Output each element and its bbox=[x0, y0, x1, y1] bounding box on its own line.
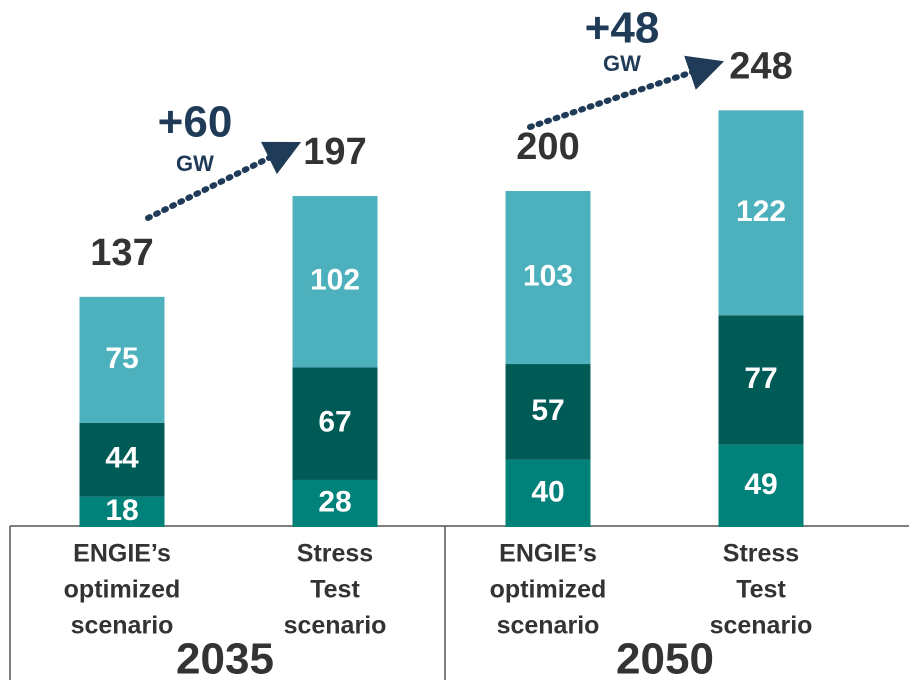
growth-arrow bbox=[527, 55, 725, 130]
x-tick-label: scenario bbox=[497, 612, 600, 640]
segment-label: 67 bbox=[318, 406, 351, 439]
x-tick-label: optimized bbox=[64, 576, 181, 604]
x-tick-label: scenario bbox=[284, 612, 387, 640]
total-label: 197 bbox=[303, 131, 366, 173]
x-tick-label: scenario bbox=[71, 612, 174, 640]
segment-label: 75 bbox=[105, 342, 138, 375]
segment-label: 40 bbox=[531, 475, 564, 508]
x-tick-label: scenario bbox=[710, 612, 813, 640]
annotation-unit: GW bbox=[603, 51, 641, 76]
x-tick-label: Stress bbox=[297, 540, 373, 568]
x-tick-label: ENGIE’s bbox=[499, 540, 597, 568]
segment-label: 103 bbox=[523, 259, 573, 292]
bar-segment bbox=[79, 296, 165, 423]
bar-segment bbox=[718, 315, 804, 445]
bar-segment bbox=[292, 196, 378, 368]
segment-label: 28 bbox=[318, 485, 351, 518]
x-tick-label: ENGIE’s bbox=[73, 540, 171, 568]
x-tick-label: Stress bbox=[723, 540, 799, 568]
group-label: 2035 bbox=[176, 635, 274, 684]
growth-arrow bbox=[145, 141, 302, 221]
bar-segment bbox=[292, 479, 378, 527]
annotation: +48 bbox=[585, 4, 660, 53]
x-tick-label: Test bbox=[310, 576, 360, 604]
total-label: 200 bbox=[516, 126, 579, 168]
segment-label: 49 bbox=[744, 468, 777, 501]
x-tick-label: optimized bbox=[490, 576, 607, 604]
segment-label: 18 bbox=[105, 494, 138, 527]
segment-label: 102 bbox=[310, 264, 360, 297]
annotation: +60 bbox=[158, 98, 233, 147]
total-label: 248 bbox=[729, 45, 792, 87]
bar-segment bbox=[718, 444, 804, 527]
bar-segment bbox=[505, 364, 591, 460]
bar-segment bbox=[292, 367, 378, 480]
segment-label: 57 bbox=[531, 394, 564, 427]
bar-segment bbox=[79, 422, 165, 497]
bar-segment bbox=[718, 110, 804, 316]
total-label: 137 bbox=[90, 232, 153, 274]
annotation-unit: GW bbox=[176, 151, 214, 176]
bar-segment bbox=[505, 191, 591, 365]
group-label: 2050 bbox=[616, 635, 714, 684]
bar-segment bbox=[505, 459, 591, 527]
segment-label: 122 bbox=[736, 195, 786, 228]
bar-segment bbox=[79, 496, 165, 527]
segment-label: 77 bbox=[744, 362, 777, 395]
x-tick-label: Test bbox=[736, 576, 786, 604]
segment-label: 44 bbox=[105, 442, 139, 475]
